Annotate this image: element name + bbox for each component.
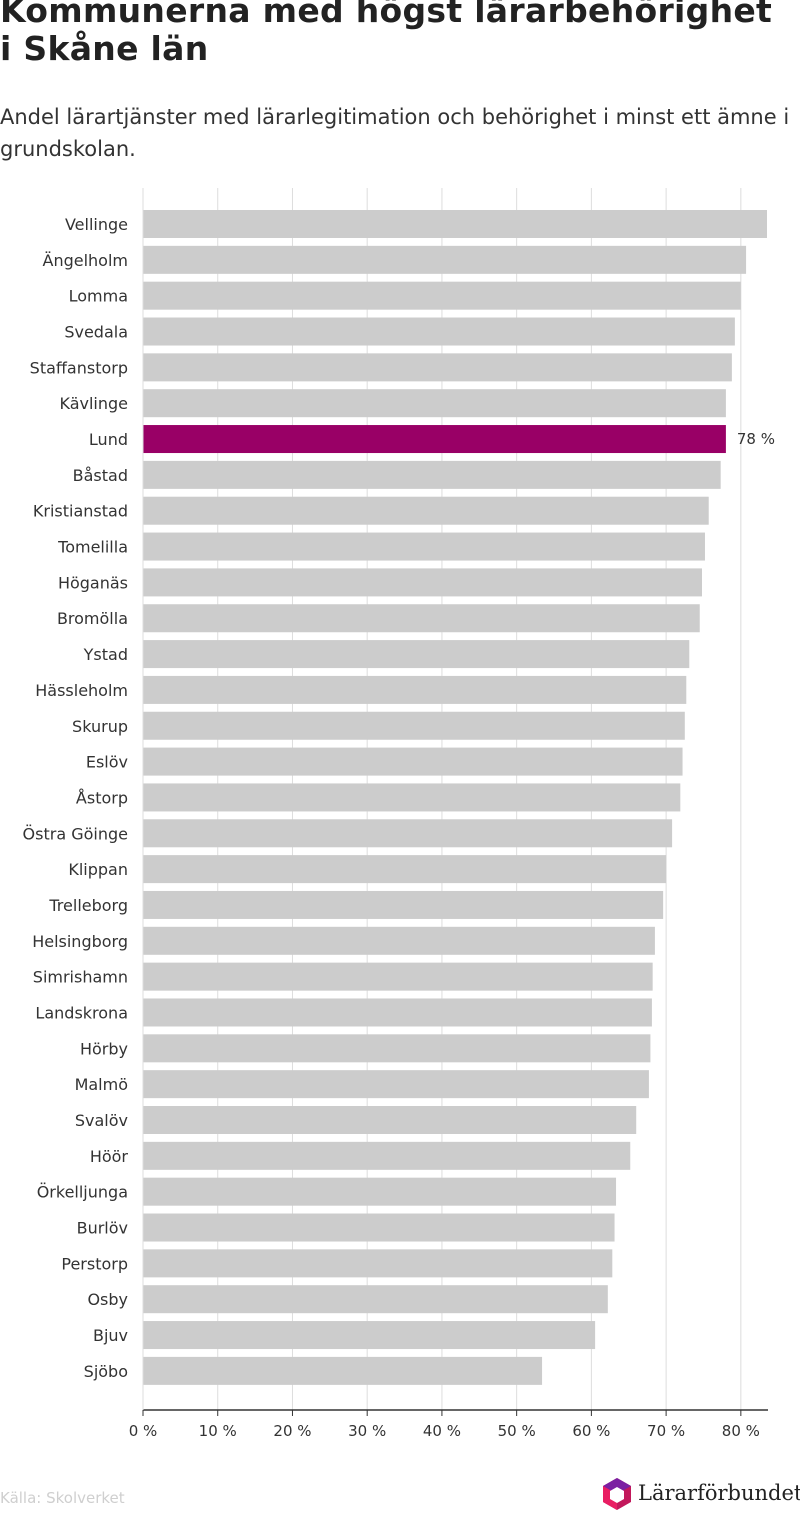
category-label: Trelleborg <box>48 896 128 915</box>
x-axis: 0 % 10 % 20 % 30 % 40 % 50 % 60 % 70 % 80 % <box>129 188 768 1440</box>
category-label: Perstorp <box>61 1254 128 1273</box>
bar-höganäs <box>143 568 702 597</box>
bar-ängelholm <box>143 245 747 274</box>
category-label: Bjuv <box>93 1326 128 1345</box>
bar-vellinge <box>143 210 767 238</box>
bar-svalöv <box>143 1106 637 1134</box>
category-label: Lomma <box>69 287 128 306</box>
bar-lund <box>143 425 726 454</box>
bar-malmö <box>143 1070 649 1099</box>
bar-kristianstad <box>143 496 709 525</box>
bar-östra-göinge <box>143 819 673 848</box>
bar-bjuv <box>143 1321 596 1350</box>
bar-höör <box>143 1141 631 1170</box>
category-label: Kristianstad <box>33 502 128 521</box>
category-label: Ystad <box>83 645 128 664</box>
x-tick-label: 80 % <box>722 1422 760 1440</box>
bar-tomelilla <box>143 532 705 561</box>
category-label: Lund <box>89 430 128 449</box>
data-label: 78 % <box>737 430 775 448</box>
category-label: Vellinge <box>65 215 128 234</box>
category-label: Ängelholm <box>43 251 129 270</box>
bar-trelleborg <box>143 890 664 919</box>
lararforbundet-logo-icon <box>603 1478 631 1510</box>
chart-title: Kommunerna med högst lärarbehörighet i S… <box>0 0 773 68</box>
x-tick-label: 20 % <box>273 1422 311 1440</box>
bar-osby <box>143 1285 608 1314</box>
logo-text: Lärarförbundet <box>638 1481 800 1505</box>
bar-staffanstorp <box>143 353 732 382</box>
bar-åstorp <box>143 783 681 812</box>
bars <box>143 210 767 1385</box>
bar-hässleholm <box>143 675 687 704</box>
category-label: Tomelilla <box>57 538 128 557</box>
bar-hörby <box>143 1034 651 1063</box>
x-tick-label: 60 % <box>572 1422 610 1440</box>
bar-perstorp <box>143 1249 613 1278</box>
category-label: Båstad <box>73 466 128 485</box>
bar-klippan <box>143 855 667 884</box>
category-label: Svalöv <box>75 1111 128 1130</box>
category-label: Örkelljunga <box>37 1183 128 1202</box>
x-tick-label: 40 % <box>423 1422 461 1440</box>
bar-skurup <box>143 711 685 740</box>
category-label: Burlöv <box>77 1219 128 1238</box>
bar-örkelljunga <box>143 1177 617 1206</box>
category-label: Eslöv <box>86 753 128 772</box>
category-label: Malmö <box>75 1075 128 1094</box>
category-label: Östra Göinge <box>23 824 128 843</box>
category-label: Åstorp <box>76 788 128 807</box>
x-tick-label: 50 % <box>498 1422 536 1440</box>
x-tick-label: 30 % <box>348 1422 386 1440</box>
bar-kävlinge <box>143 389 726 418</box>
category-label: Klippan <box>68 860 128 879</box>
x-tick-label: 10 % <box>199 1422 237 1440</box>
source-note: Källa: Skolverket <box>0 1489 125 1507</box>
bar-chart: Vellinge Ängelholm Lomma Svedala Staffanstor… <box>23 188 775 1440</box>
bar-lomma <box>143 281 741 310</box>
bar-båstad <box>143 460 721 489</box>
category-label: Simrishamn <box>33 968 128 987</box>
category-label: Kävlinge <box>59 394 128 413</box>
category-label: Helsingborg <box>32 932 128 951</box>
bar-landskrona <box>143 998 652 1027</box>
category-label: Hässleholm <box>35 681 128 700</box>
bar-burlöv <box>143 1213 615 1242</box>
x-tick-label: 0 % <box>129 1422 158 1440</box>
category-label: Bromölla <box>57 609 128 628</box>
x-tick-label: 70 % <box>647 1422 685 1440</box>
category-label: Svedala <box>64 323 128 342</box>
bar-svedala <box>143 317 735 346</box>
bar-eslöv <box>143 747 683 776</box>
chart-subtitle: Andel lärartjänster med lärarlegitimatio… <box>0 105 790 161</box>
bar-ystad <box>143 640 690 669</box>
category-label: Höör <box>90 1147 129 1166</box>
category-label: Sjöbo <box>84 1362 128 1381</box>
category-label: Osby <box>87 1290 128 1309</box>
category-label: Staffanstorp <box>30 358 128 377</box>
bar-simrishamn <box>143 962 653 991</box>
category-labels: Vellinge Ängelholm Lomma Svedala Staffanstor… <box>23 215 775 1381</box>
bar-bromölla <box>143 604 700 633</box>
category-label: Hörby <box>80 1039 128 1058</box>
bar-helsingborg <box>143 926 655 955</box>
bar-sjöbo <box>143 1356 543 1385</box>
category-label: Landskrona <box>35 1003 128 1022</box>
category-label: Höganäs <box>58 573 128 592</box>
category-label: Skurup <box>72 717 128 736</box>
